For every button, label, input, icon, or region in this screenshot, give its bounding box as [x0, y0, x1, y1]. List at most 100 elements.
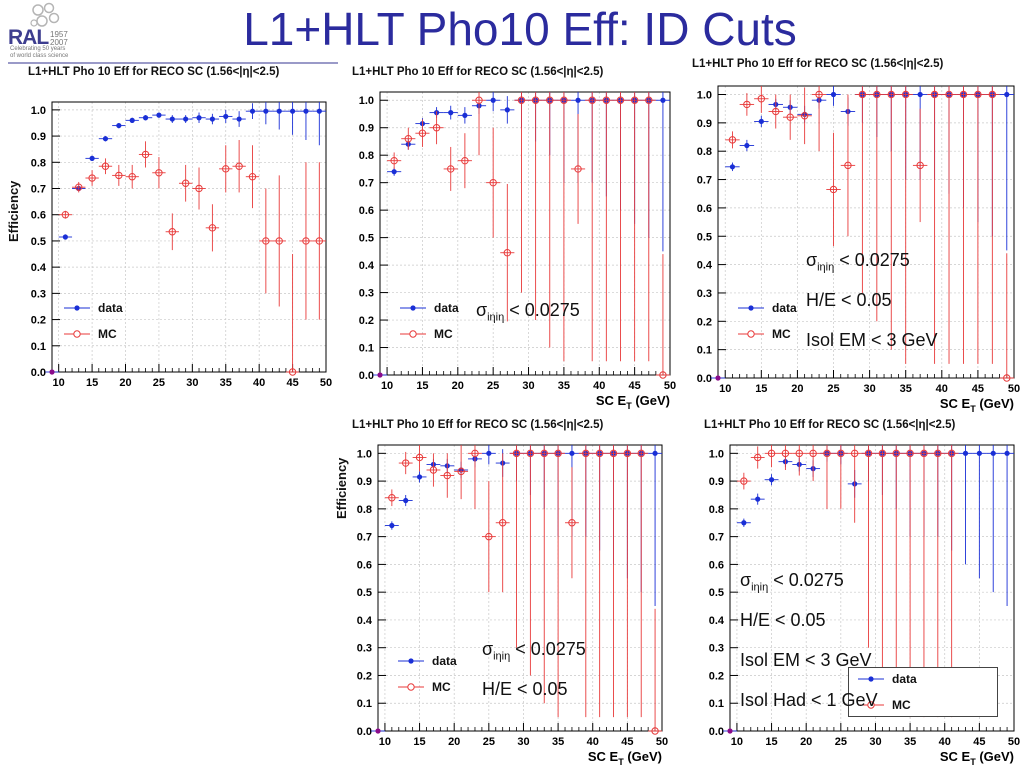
data-marker: [990, 450, 996, 456]
data-point: [457, 107, 472, 124]
data-point: [523, 445, 538, 676]
data-marker: [209, 116, 215, 122]
mc-marker: [623, 449, 632, 458]
efficiency-panel-1: 10 15 20 25 30 35 40 45 50 0.0 0.1 0.2 0.3 0.4 0.5 0.6 0…: [0, 66, 340, 390]
mc-marker: [302, 237, 310, 245]
y-tick-label: 0.7: [31, 184, 46, 196]
legend-label: MC: [772, 327, 791, 341]
x-tick-label: 45: [973, 736, 985, 748]
data-marker: [102, 136, 109, 142]
mc-marker: [945, 90, 953, 99]
x-tick-label: 30: [186, 377, 198, 389]
data-point: [826, 86, 841, 106]
ral-rings-icon: [30, 2, 60, 27]
x-tick-label: 50: [656, 736, 668, 748]
mc-marker: [560, 96, 568, 104]
y-tick-label: 0.8: [31, 157, 46, 169]
mc-marker: [75, 183, 83, 191]
cut-annotations: σiηiη < 0.0275: [476, 298, 580, 338]
cut-label: H/E < 0.05: [482, 679, 568, 699]
data-point: [387, 152, 402, 169]
x-tick-label: 40: [587, 736, 599, 748]
data-point: [542, 92, 557, 348]
data-marker: [263, 108, 269, 114]
mc-marker: [858, 90, 867, 99]
data-point: [481, 445, 496, 465]
data-point: [412, 445, 427, 472]
data-point: [764, 445, 779, 468]
data-point: [754, 115, 769, 128]
cut-label: H/E < 0.05: [740, 610, 826, 630]
series-mc: [725, 86, 1014, 382]
x-tick-label: 25: [835, 736, 847, 748]
data-point: [272, 175, 286, 307]
data-point: [205, 113, 220, 125]
mc-marker: [974, 90, 982, 99]
mc-marker: [823, 449, 831, 458]
logo-tagline: Celebrating 50 years of world class scien…: [10, 46, 69, 59]
header-divider: [8, 62, 338, 64]
data-point: [750, 493, 765, 505]
y-axis-label: Efficiency: [6, 180, 21, 242]
y-tick-label: 0.8: [709, 504, 724, 516]
mc-marker: [517, 96, 526, 104]
x-tick-label: 35: [552, 736, 564, 748]
legend-box: [848, 667, 998, 717]
mc-marker: [248, 173, 257, 181]
x-tick-label: 25: [153, 377, 165, 389]
mc-marker: [864, 449, 873, 458]
data-point: [299, 162, 313, 320]
x-tick-label: 50: [1008, 383, 1020, 395]
x-tick-label: 40: [936, 383, 948, 395]
data-point: [312, 102, 326, 146]
data-point: [958, 445, 973, 565]
data-point: [778, 445, 793, 470]
legend-mc-marker-icon: [400, 330, 426, 338]
x-tick-label: 10: [719, 383, 731, 395]
data-point: [45, 369, 59, 375]
mc-marker: [595, 449, 604, 458]
data-marker: [156, 112, 162, 118]
mc-marker: [947, 449, 956, 458]
x-tick-label: 30: [522, 380, 534, 392]
data-point: [384, 489, 399, 507]
data-point: [372, 372, 388, 378]
x-tick-label: 50: [320, 377, 332, 389]
mc-marker: [415, 453, 424, 462]
mc-marker: [740, 477, 748, 485]
data-marker: [652, 450, 658, 456]
data-point: [551, 445, 566, 718]
data-marker: [768, 477, 775, 483]
data-marker: [289, 108, 296, 114]
mc-marker: [418, 129, 427, 137]
data-marker: [744, 142, 750, 149]
data-point: [259, 102, 273, 125]
mc-marker: [275, 237, 283, 245]
x-tick-label: 35: [558, 380, 570, 392]
data-point: [272, 102, 286, 130]
data-point: [486, 92, 501, 112]
y-tick-label: 0.0: [359, 370, 374, 382]
legend-data-marker-icon: [400, 305, 426, 311]
x-tick-label: 20: [800, 736, 812, 748]
cut-label: Isol EM < 3 GeV: [806, 330, 938, 350]
data-marker: [727, 728, 733, 734]
data-point: [927, 86, 942, 364]
mc-marker: [873, 90, 881, 99]
data-point: [528, 92, 543, 321]
efficiency-panel-4: 10 15 20 25 30 35 40 45 50 0.0 0.1 0.2 0.3 0.4 0.5 0.6 0…: [330, 415, 684, 768]
data-point: [941, 86, 957, 364]
data-marker: [183, 116, 189, 122]
legend-mc-marker-icon: [738, 330, 764, 338]
x-tick-label: 15: [416, 380, 428, 392]
slide-title: L1+HLT Pho10 Eff: ID Cuts: [243, 3, 797, 55]
data-point: [578, 445, 593, 718]
x-axis-label: SC ET (GeV): [596, 393, 670, 411]
y-axis-label: Efficiency: [334, 457, 349, 519]
data-point: [387, 167, 402, 176]
y-tick-label: 0.1: [357, 698, 372, 710]
data-point: [855, 86, 870, 293]
mc-marker: [795, 449, 803, 458]
data-point: [970, 86, 986, 364]
y-tick-label: 0.0: [31, 367, 46, 379]
